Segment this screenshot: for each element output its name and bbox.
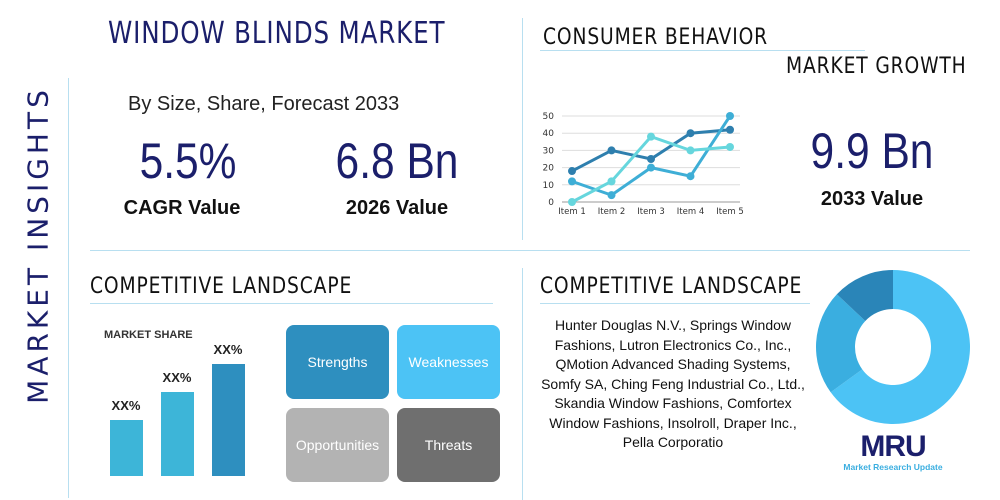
data-point: [686, 172, 695, 181]
value-2033: 9.9 Bn: [810, 123, 934, 179]
data-point: [647, 163, 655, 172]
side-title: MARKET INSIGHTS: [21, 86, 55, 404]
logo-text: Market Research Update: [843, 462, 943, 472]
bar-value-label: XX%: [213, 342, 243, 357]
bar-value-label: XX%: [162, 370, 192, 385]
divider: [540, 303, 810, 304]
data-point: [568, 198, 576, 206]
data-point: [568, 167, 576, 176]
label-2033: 2033 Value: [820, 188, 924, 210]
y-tick-label: 30: [543, 146, 555, 156]
market-share-bar: [212, 364, 245, 476]
swot-weaknesses: Weaknesses: [397, 325, 500, 399]
divider: [540, 50, 865, 51]
divider: [68, 78, 69, 498]
data-point: [568, 177, 576, 186]
x-tick-label: Item 5: [716, 207, 743, 217]
donut-chart: [816, 270, 970, 424]
competitive-right-title: COMPETITIVE LANDSCAPE: [540, 274, 803, 299]
logo: MRU Market Research Update: [833, 430, 953, 473]
divider: [522, 18, 523, 240]
market-share-bar: [110, 420, 143, 476]
swot-strengths: Strengths: [286, 325, 389, 399]
data-point: [686, 129, 695, 138]
y-tick-label: 10: [543, 181, 555, 191]
subtitle: By Size, Share, Forecast 2033: [128, 93, 400, 115]
line-chart: 0 10 20 30 40 50 Item 1 Item 2 Item 3 Item 4 Item …: [543, 112, 744, 217]
data-point: [647, 132, 655, 141]
donut-slice: [816, 294, 866, 393]
data-point: [607, 177, 616, 186]
data-point: [686, 146, 695, 155]
companies-text: Hunter Douglas N.V., Springs Window Fash…: [541, 317, 805, 450]
divider: [90, 250, 970, 251]
competitive-left-title: COMPETITIVE LANDSCAPE: [90, 274, 353, 299]
x-tick-label: Item 1: [558, 207, 585, 217]
divider: [522, 268, 523, 500]
donut-slice: [830, 270, 970, 424]
x-tick-label: Item 2: [598, 207, 625, 217]
data-point: [726, 142, 734, 151]
logo-mark: MRU: [860, 430, 926, 463]
swot-opportunities: Opportunities: [286, 408, 389, 482]
label-2026: 2026 Value: [345, 197, 449, 219]
x-tick-label: Item 3: [637, 207, 664, 217]
x-tick-label: Item 4: [677, 207, 704, 217]
market-share-bar: [161, 392, 194, 476]
data-point: [607, 146, 616, 155]
cagr-value: 5.5%: [139, 133, 237, 189]
donut-slice: [836, 270, 893, 321]
data-point: [726, 125, 734, 134]
y-tick-label: 50: [543, 112, 555, 122]
y-tick-label: 20: [543, 164, 555, 174]
page-title: WINDOW BLINDS MARKET: [108, 16, 446, 51]
y-tick-label: 40: [543, 129, 555, 139]
consumer-title: CONSUMER BEHAVIOR: [543, 25, 768, 50]
value-2026: 6.8 Bn: [335, 133, 459, 189]
data-point: [647, 155, 655, 163]
market-share-label: MARKET SHARE: [104, 329, 193, 341]
y-tick-label: 0: [548, 198, 554, 208]
data-point: [607, 191, 616, 200]
data-point: [726, 112, 734, 120]
swot-threats: Threats: [397, 408, 500, 482]
bar-value-label: XX%: [111, 398, 141, 413]
growth-title: MARKET GROWTH: [786, 54, 967, 79]
cagr-label: CAGR Value: [123, 197, 241, 219]
market-share-bars: XX% XX% XX%: [100, 330, 260, 500]
divider: [90, 303, 493, 304]
